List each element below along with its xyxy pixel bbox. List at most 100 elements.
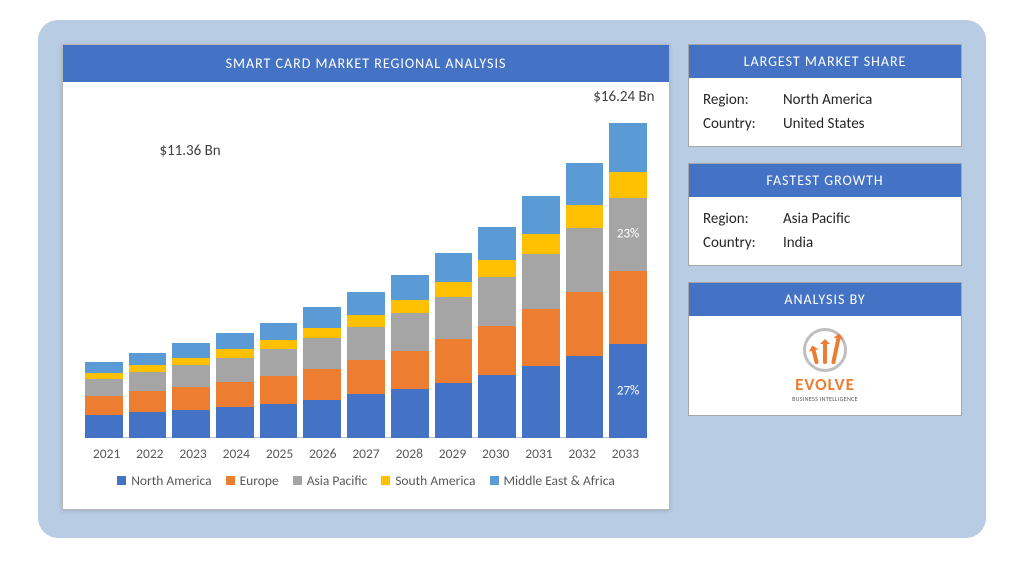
seg-middle-east-&-africa: [609, 123, 647, 172]
bar-2028: [391, 275, 429, 438]
seg-south-america: [260, 340, 298, 349]
seg-asia-pacific: [522, 254, 560, 309]
seg-asia-pacific: [129, 372, 167, 391]
seg-north-america: [260, 404, 298, 438]
evolve-logo: EVOLVE BUSINESS INTELLIGENCE: [792, 328, 858, 403]
x-tick: 2029: [431, 445, 474, 462]
seg-europe: [129, 391, 167, 412]
seg-europe: [435, 339, 473, 383]
legend-label: Asia Pacific: [307, 472, 368, 489]
segment-percent-label: 23%: [617, 227, 639, 242]
value-country: India: [783, 234, 813, 252]
seg-south-america: [85, 373, 123, 379]
seg-south-america: [303, 328, 341, 339]
legend-swatch: [117, 476, 126, 485]
seg-middle-east-&-africa: [522, 196, 560, 234]
seg-europe: [260, 376, 298, 404]
bars-container: 27% 23%: [85, 120, 647, 438]
seg-south-america: [347, 315, 385, 327]
seg-middle-east-&-africa: [85, 362, 123, 373]
x-axis: 2021202220232024202520262027202820292030…: [85, 445, 647, 462]
seg-south-america: [478, 260, 516, 278]
seg-asia-pacific: [260, 349, 298, 376]
label-country: Country:: [703, 115, 775, 133]
seg-middle-east-&-africa: [435, 253, 473, 281]
x-tick: 2026: [301, 445, 344, 462]
legend-label: Middle East & Africa: [504, 472, 615, 489]
seg-north-america: [566, 356, 604, 438]
bar-2032: [566, 163, 604, 438]
brand-sub: BUSINESS INTELLIGENCE: [792, 395, 858, 403]
legend-item: Asia Pacific: [293, 472, 368, 489]
seg-europe: [478, 326, 516, 375]
seg-south-america: [522, 234, 560, 254]
side-column: LARGEST MARKET SHARE Region:North Americ…: [688, 44, 962, 514]
chart-arrows-icon: [803, 328, 847, 372]
chart-title: SMART CARD MARKET REGIONAL ANALYSIS: [63, 45, 669, 82]
x-tick: 2025: [258, 445, 301, 462]
label-region: Region:: [703, 210, 775, 228]
fastest-growth-box: FASTEST GROWTH Region:Asia Pacific Count…: [688, 163, 962, 266]
legend-label: South America: [395, 472, 475, 489]
x-tick: 2030: [474, 445, 517, 462]
bar-2022: [129, 353, 167, 438]
x-tick: 2021: [85, 445, 128, 462]
legend-swatch: [293, 476, 302, 485]
brand-name: EVOLVE: [792, 374, 858, 395]
seg-north-america: 27%: [609, 344, 647, 438]
bar-2031: [522, 196, 560, 438]
bar-2029: [435, 253, 473, 438]
analysis-by-box: ANALYSIS BY EVOLVE BUSINESS INTELLIGENCE: [688, 282, 962, 416]
seg-north-america: [172, 410, 210, 438]
seg-middle-east-&-africa: [216, 333, 254, 349]
x-tick: 2022: [128, 445, 171, 462]
legend-item: North America: [117, 472, 211, 489]
bar-2025: [260, 323, 298, 438]
seg-asia-pacific: [391, 313, 429, 351]
x-tick: 2032: [561, 445, 604, 462]
seg-north-america: [129, 412, 167, 438]
seg-asia-pacific: [303, 338, 341, 368]
seg-asia-pacific: [435, 297, 473, 340]
largest-share-box: LARGEST MARKET SHARE Region:North Americ…: [688, 44, 962, 147]
seg-asia-pacific: [566, 228, 604, 292]
seg-europe: [566, 292, 604, 356]
bar-2023: [172, 343, 210, 438]
seg-middle-east-&-africa: [129, 353, 167, 366]
seg-south-america: [129, 365, 167, 372]
seg-north-america: [478, 375, 516, 438]
value-callout: $11.36 Bn: [159, 142, 220, 160]
seg-middle-east-&-africa: [566, 163, 604, 206]
legend-swatch: [226, 476, 235, 485]
x-tick: 2031: [517, 445, 560, 462]
seg-middle-east-&-africa: [391, 275, 429, 300]
x-tick: 2024: [215, 445, 258, 462]
seg-europe: [216, 382, 254, 407]
seg-europe: [85, 396, 123, 414]
value-region: North America: [783, 91, 872, 109]
seg-asia-pacific: [347, 327, 385, 360]
dashboard-panel: SMART CARD MARKET REGIONAL ANALYSIS 27%2…: [38, 20, 986, 538]
legend-label: Europe: [240, 472, 279, 489]
seg-south-america: [391, 300, 429, 313]
seg-asia-pacific: [216, 358, 254, 382]
x-tick: 2033: [604, 445, 647, 462]
bar-2024: [216, 333, 254, 438]
x-tick: 2028: [388, 445, 431, 462]
bar-2026: [303, 307, 341, 438]
seg-north-america: [347, 394, 385, 438]
seg-middle-east-&-africa: [303, 307, 341, 327]
seg-middle-east-&-africa: [172, 343, 210, 357]
seg-middle-east-&-africa: [260, 323, 298, 341]
seg-middle-east-&-africa: [478, 227, 516, 260]
analysis-by-title: ANALYSIS BY: [689, 283, 961, 316]
legend-label: North America: [131, 472, 211, 489]
legend-item: Europe: [226, 472, 279, 489]
seg-south-america: [216, 349, 254, 357]
label-region: Region:: [703, 91, 775, 109]
seg-south-america: [609, 172, 647, 198]
x-tick: 2023: [171, 445, 214, 462]
seg-north-america: [522, 366, 560, 438]
bar-2021: [85, 362, 123, 438]
seg-europe: [347, 360, 385, 394]
